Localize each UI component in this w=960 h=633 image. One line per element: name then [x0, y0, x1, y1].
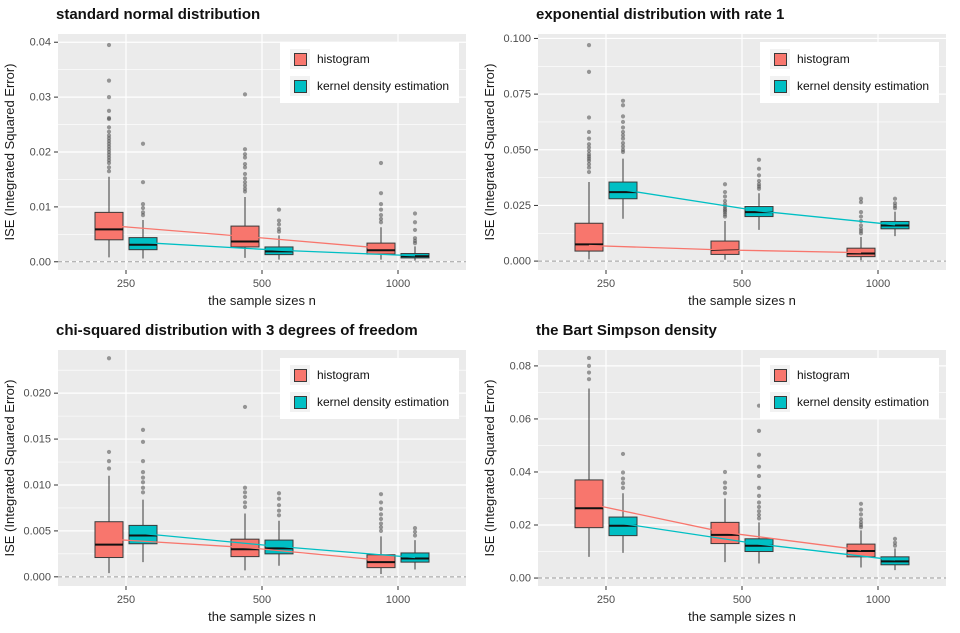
legend: histogram kernel density estimation: [280, 358, 460, 419]
svg-text:the sample sizes n: the sample sizes n: [208, 609, 316, 624]
svg-text:0.01: 0.01: [30, 201, 51, 213]
legend-key: [770, 76, 790, 96]
legend-key: [290, 365, 310, 385]
legend-item-histogram: histogram: [290, 365, 449, 385]
panel-title: the Bart Simpson density: [536, 322, 717, 339]
svg-text:0.02: 0.02: [30, 147, 51, 159]
legend-label-kde: kernel density estimation: [797, 395, 930, 409]
svg-text:1000: 1000: [386, 278, 410, 290]
svg-text:0.005: 0.005: [23, 525, 51, 537]
legend-label-histogram: histogram: [317, 52, 370, 66]
svg-text:0.010: 0.010: [23, 479, 51, 491]
panel-chi-squared: chi-squared distribution with 3 degrees …: [0, 316, 480, 633]
legend: histogram kernel density estimation: [760, 358, 940, 419]
legend-label-histogram: histogram: [797, 52, 850, 66]
svg-text:0.00: 0.00: [510, 573, 531, 585]
svg-text:0.025: 0.025: [503, 200, 531, 212]
svg-text:0.04: 0.04: [30, 37, 51, 49]
legend-item-kde: kernel density estimation: [770, 392, 929, 412]
svg-text:the sample sizes n: the sample sizes n: [208, 293, 316, 308]
legend-key: [770, 365, 790, 385]
svg-text:500: 500: [253, 594, 271, 606]
svg-text:0.100: 0.100: [503, 33, 531, 45]
svg-text:500: 500: [253, 278, 271, 290]
legend-item-histogram: histogram: [770, 365, 929, 385]
svg-text:ISE (Integrated Squared Error): ISE (Integrated Squared Error): [482, 63, 497, 240]
panel-title: standard normal distribution: [56, 6, 261, 23]
svg-text:ISE (Integrated Squared Error): ISE (Integrated Squared Error): [2, 63, 17, 240]
svg-text:1000: 1000: [386, 594, 410, 606]
panel-standard-normal: standard normal distribution 0.00 0.01 0.0…: [0, 0, 480, 316]
svg-text:ISE (Integrated Squared Error): ISE (Integrated Squared Error): [482, 379, 497, 556]
panel-title: chi-squared distribution with 3 degrees …: [56, 322, 418, 339]
svg-text:1000: 1000: [866, 278, 890, 290]
svg-text:0.08: 0.08: [510, 360, 531, 372]
kde-swatch: [293, 395, 307, 409]
svg-text:0.020: 0.020: [23, 388, 51, 400]
legend-label-histogram: histogram: [317, 368, 370, 382]
legend-item-kde: kernel density estimation: [770, 76, 929, 96]
svg-text:0.04: 0.04: [510, 466, 531, 478]
svg-text:1000: 1000: [866, 594, 890, 606]
svg-text:0.015: 0.015: [23, 434, 51, 446]
svg-text:0.00: 0.00: [30, 256, 51, 268]
svg-text:ISE (Integrated Squared Error): ISE (Integrated Squared Error): [2, 379, 17, 556]
legend-label-histogram: histogram: [797, 368, 850, 382]
legend-key: [770, 392, 790, 412]
legend-item-kde: kernel density estimation: [290, 76, 449, 96]
legend-item-kde: kernel density estimation: [290, 392, 449, 412]
legend-key: [770, 49, 790, 69]
svg-text:0.050: 0.050: [503, 144, 531, 156]
kde-swatch: [773, 79, 787, 93]
svg-text:250: 250: [597, 594, 615, 606]
kde-swatch: [773, 395, 787, 409]
legend: histogram kernel density estimation: [760, 42, 940, 103]
legend-item-histogram: histogram: [290, 49, 449, 69]
panel-title: exponential distribution with rate 1: [536, 6, 785, 23]
svg-text:0.02: 0.02: [510, 520, 531, 532]
panel-exponential: exponential distribution with rate 1 0.0…: [480, 0, 960, 316]
histogram-swatch: [293, 368, 307, 382]
svg-text:0.075: 0.075: [503, 89, 531, 101]
svg-text:0.000: 0.000: [23, 571, 51, 583]
legend: histogram kernel density estimation: [280, 42, 460, 103]
legend-label-kde: kernel density estimation: [797, 79, 930, 93]
svg-text:250: 250: [597, 278, 615, 290]
svg-text:0.03: 0.03: [30, 92, 51, 104]
svg-text:0.000: 0.000: [503, 256, 531, 268]
histogram-swatch: [773, 368, 787, 382]
legend-label-kde: kernel density estimation: [317, 395, 450, 409]
histogram-swatch: [293, 52, 307, 66]
legend-key: [290, 49, 310, 69]
legend-label-kde: kernel density estimation: [317, 79, 450, 93]
histogram-swatch: [773, 52, 787, 66]
kde-swatch: [293, 79, 307, 93]
panel-bart-simpson: the Bart Simpson density 0.00 0.02 0.04 0.0…: [480, 316, 960, 633]
legend-key: [290, 76, 310, 96]
svg-text:250: 250: [117, 594, 135, 606]
svg-text:the sample sizes n: the sample sizes n: [688, 293, 796, 308]
svg-text:500: 500: [733, 278, 751, 290]
legend-item-histogram: histogram: [770, 49, 929, 69]
svg-text:0.06: 0.06: [510, 413, 531, 425]
legend-key: [290, 392, 310, 412]
svg-text:the sample sizes n: the sample sizes n: [688, 609, 796, 624]
svg-text:250: 250: [117, 278, 135, 290]
svg-text:500: 500: [733, 594, 751, 606]
